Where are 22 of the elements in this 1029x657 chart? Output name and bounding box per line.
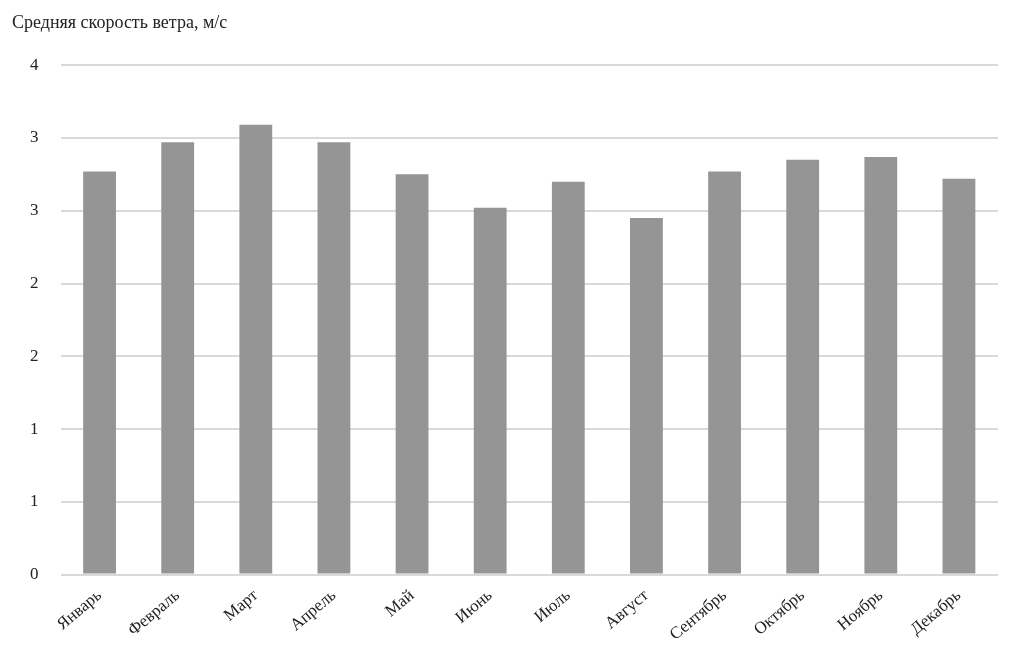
bar xyxy=(395,174,429,574)
y-tick-label: 1 xyxy=(30,418,39,438)
bar xyxy=(239,124,273,574)
bar xyxy=(942,178,976,574)
y-tick-label: 3 xyxy=(30,127,39,147)
bar xyxy=(83,171,116,574)
bar xyxy=(161,142,195,574)
bar xyxy=(551,181,585,574)
y-tick-label: 2 xyxy=(30,345,39,365)
bar xyxy=(786,159,820,574)
chart-title: Средняя скорость ветра, м/с xyxy=(11,11,229,33)
bar xyxy=(317,142,351,574)
y-tick-label: 0 xyxy=(30,564,39,584)
y-tick-label: 3 xyxy=(30,200,39,220)
bar xyxy=(708,171,741,574)
y-tick-label: 2 xyxy=(30,272,39,292)
y-tick-label: 1 xyxy=(30,491,39,511)
bar xyxy=(473,207,507,574)
x-tick-label: Май xyxy=(380,585,418,621)
bar xyxy=(630,218,663,574)
y-tick-label: 4 xyxy=(30,54,39,74)
bar xyxy=(864,156,898,574)
